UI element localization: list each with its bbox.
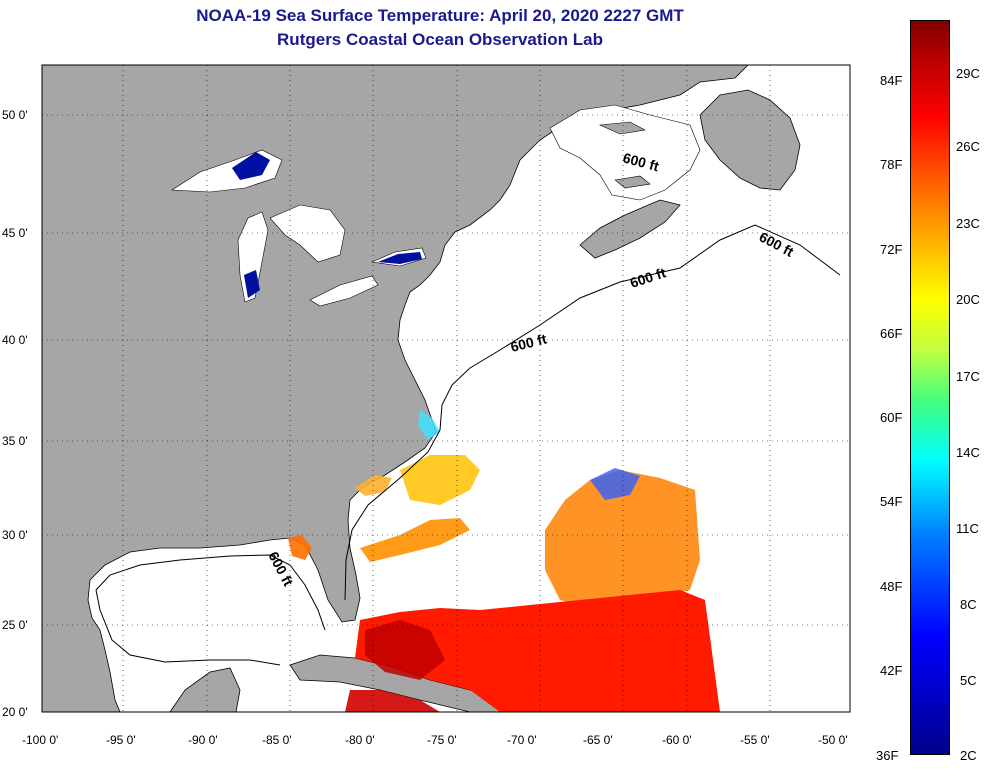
colorbar-c-label: 20C [956, 292, 980, 307]
lat-tick: 25 0' [2, 618, 28, 632]
contour-600ft-gulf-south [95, 589, 281, 666]
lat-tick: 30 0' [2, 528, 28, 542]
lon-tick: -95 0' [106, 733, 136, 747]
sst-tropical-darkred [365, 620, 445, 680]
map-frame [41, 64, 851, 713]
lat-tick: 20 0' [2, 705, 28, 719]
land-pei [614, 175, 651, 189]
land-anticosti [598, 121, 646, 135]
gulf-st-lawrence [549, 104, 701, 201]
lat-axis: 50 0' 45 0' 40 0' 35 0' 30 0' 25 0' 20 0… [2, 108, 28, 719]
lon-tick: -50 0' [818, 733, 848, 747]
lon-tick: -75 0' [427, 733, 457, 747]
contour-600ft-gulf [95, 554, 326, 631]
map-title: NOAA-19 Sea Surface Temperature: April 2… [196, 6, 684, 25]
sst-patch-mid [400, 455, 480, 505]
lon-tick: -65 0' [583, 733, 613, 747]
temperature-colorbar [910, 20, 950, 755]
colorbar-c-label: 26C [956, 139, 980, 154]
colorbar-c-label: 14C [956, 445, 980, 460]
map-subtitle: Rutgers Coastal Ocean Observation Lab [277, 30, 603, 49]
lat-tick: 50 0' [2, 108, 28, 122]
colorbar-f-label: 48F [880, 579, 903, 594]
sst-florida-patch [288, 535, 312, 560]
land-newfoundland [699, 89, 801, 191]
lat-tick: 35 0' [2, 434, 28, 448]
colorbar-f-label: 42F [880, 663, 903, 678]
lake-ontario-cold [378, 252, 422, 264]
lake-superior-cold [232, 152, 270, 180]
colorbar-c-label: 11C [956, 521, 979, 536]
sst-patch-hatteras [355, 475, 392, 496]
colorbar-f-label: 66F [880, 326, 903, 341]
lon-tick: -100 0' [22, 733, 58, 747]
colorbar-c-label: 5C [960, 673, 977, 688]
lat-tick: 45 0' [2, 226, 28, 240]
colorbar-f-label: 78F [880, 157, 903, 172]
colorbar-f-label: 84F [880, 73, 903, 88]
colorbar-f-label: 72F [880, 242, 903, 257]
lon-tick: -80 0' [345, 733, 375, 747]
lon-tick: -90 0' [188, 733, 218, 747]
lon-tick: -60 0' [662, 733, 692, 747]
lat-tick: 40 0' [2, 333, 28, 347]
sst-patch-blue [590, 468, 640, 500]
colorbar-c-label: 29C [956, 66, 980, 81]
contour-600ft-atlantic [344, 224, 841, 601]
lake-michigan-cold [244, 270, 260, 298]
lake-huron [269, 204, 346, 263]
sst-patch-east [545, 470, 700, 610]
sst-warm-patch-gulfstream [360, 518, 470, 562]
colorbar-f-label: 60F [880, 410, 903, 425]
land-nova-scotia [579, 199, 681, 259]
lake-erie [309, 275, 379, 307]
colorbar-c-label: 2C [960, 748, 977, 763]
lon-tick: -70 0' [507, 733, 537, 747]
sst-cyan-coast [418, 410, 440, 440]
colorbar-f-label: 36F [876, 748, 899, 763]
land-north-america [41, 64, 749, 713]
sst-caribbean-red [345, 690, 440, 712]
lon-tick: -55 0' [740, 733, 770, 747]
lon-tick: -85 0' [262, 733, 292, 747]
sst-tropical-red [355, 590, 720, 712]
colorbar-c-label: 23C [956, 216, 980, 231]
colorbar-c-label: 8C [960, 597, 977, 612]
sst-map: 600 ft 600 ft 600 ft 600 ft 600 ft 50 0'… [2, 64, 851, 747]
colorbar-c-label: 17C [956, 369, 980, 384]
colorbar-f-label: 54F [880, 494, 903, 509]
lon-axis: -100 0' -95 0' -90 0' -85 0' -80 0' -75 … [22, 733, 848, 747]
